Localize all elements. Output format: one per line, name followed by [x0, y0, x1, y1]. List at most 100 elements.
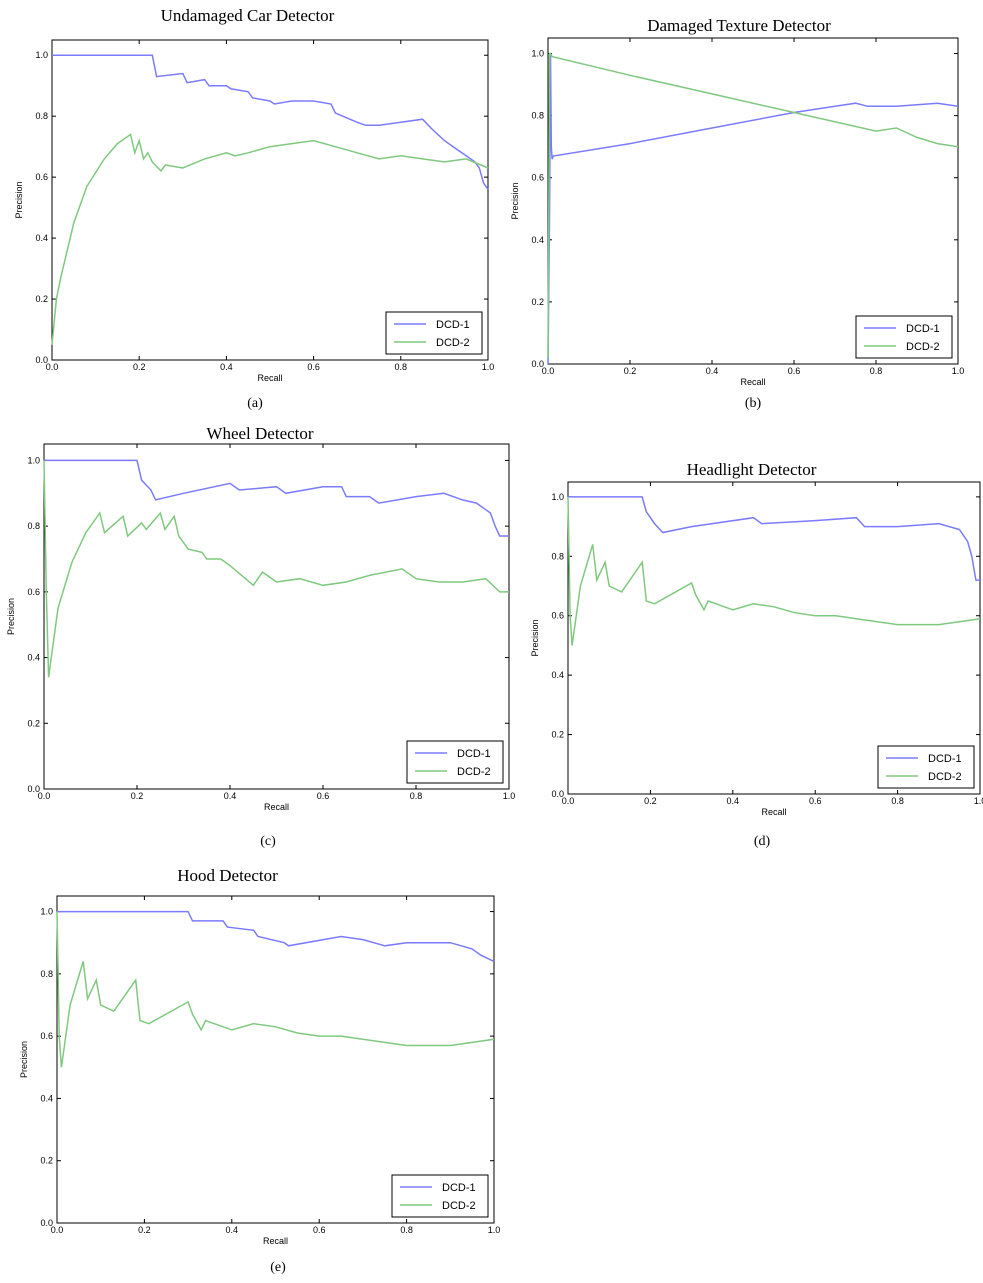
- figure-caption: (b): [744, 396, 762, 411]
- chart-svg: 0.0 0.2 0.4 0.6 0.8 1.0 0.0 0.2 0.4 0.6 0.8 1.0 Reca…: [6, 443, 516, 812]
- plot-frame: [547, 37, 959, 365]
- x-tick-label: 0.6: [307, 362, 320, 372]
- y-tick-label: 0.8: [531, 111, 544, 121]
- y-tick-label: 1.0: [551, 492, 564, 502]
- x-tick-label: 1.0: [503, 791, 516, 801]
- y-tick-label: 0.8: [551, 551, 564, 561]
- series-line-dcd-1: [547, 53, 959, 365]
- y-axis-label: Precision: [14, 181, 24, 218]
- y-axis-label: Precision: [6, 598, 16, 635]
- y-tick-label: 1.0: [40, 907, 53, 917]
- y-tick-label: 0.6: [40, 1031, 53, 1041]
- y-axis-label: Precision: [530, 619, 540, 656]
- legend-label: DCD-2: [928, 771, 962, 783]
- legend-label: DCD-1: [457, 748, 491, 760]
- chart-svg: 0.0 0.2 0.4 0.6 0.8 1.0 0.0 0.2 0.4 0.6 0.8 1.0 Reca…: [510, 37, 965, 387]
- legend-box: [406, 740, 504, 784]
- legend-label: DCD-1: [906, 323, 940, 335]
- x-tick-label: 0.8: [410, 791, 423, 801]
- y-tick-label: 0.2: [27, 718, 40, 728]
- y-tick-label: 0.4: [531, 235, 544, 245]
- y-tick-label: 0.6: [531, 173, 544, 183]
- panel-c: Wheel Detector 0.0 0.2 0.4 0.6 0.8 1.0 0.0 0.2 0…: [0, 420, 520, 852]
- y-tick-label: 0.2: [531, 297, 544, 307]
- y-tick-label: 0.8: [35, 111, 48, 121]
- figure-caption: (e): [270, 1260, 286, 1275]
- legend-label: DCD-2: [457, 766, 491, 778]
- legend-label: DCD-1: [928, 753, 962, 765]
- series-line-dcd-2: [547, 52, 959, 358]
- panel-b: Damaged Texture Detector 0.0 0.2 0.4 0.6 0.8…: [495, 0, 983, 420]
- y-tick-label: 0.6: [27, 587, 40, 597]
- x-tick-label: 0.6: [788, 366, 801, 376]
- chart-title: Wheel Detector: [206, 424, 314, 443]
- x-tick-label: 0.6: [809, 796, 822, 806]
- x-tick-label: 0.4: [706, 366, 719, 376]
- x-tick-label: 0.2: [138, 1225, 151, 1235]
- x-tick-label: 0.2: [624, 366, 637, 376]
- figure-caption: (a): [247, 396, 263, 411]
- y-tick-label: 0.2: [35, 294, 48, 304]
- x-tick-label: 0.8: [400, 1225, 413, 1235]
- legend-box: [855, 315, 953, 359]
- y-tick-label: 0.0: [40, 1218, 53, 1228]
- x-tick-label: 1.0: [482, 362, 495, 372]
- y-tick-label: 0.6: [35, 172, 48, 182]
- series-line-dcd-2: [43, 460, 509, 678]
- y-tick-label: 0.8: [40, 969, 53, 979]
- figure-caption: (d): [753, 834, 771, 849]
- y-tick-label: 0.4: [35, 233, 48, 243]
- x-axis-label: Recall: [761, 807, 786, 817]
- x-tick-label: 1.0: [952, 366, 965, 376]
- y-tick-label: 0.6: [551, 611, 564, 621]
- plot-frame: [51, 39, 489, 361]
- series-line-dcd-2: [567, 496, 981, 646]
- legend-box: [877, 745, 975, 789]
- plot-frame: [567, 481, 981, 795]
- y-tick-label: 0.0: [27, 784, 40, 794]
- y-tick-label: 0.2: [40, 1156, 53, 1166]
- x-tick-label: 0.6: [313, 1225, 326, 1235]
- panel-a: Undamaged Car Detector 0.0 0.2 0.4 0.6 0.8 1.…: [0, 0, 495, 420]
- x-tick-label: 0.8: [891, 796, 904, 806]
- x-tick-label: 1.0: [488, 1225, 501, 1235]
- x-tick-label: 0.4: [727, 796, 740, 806]
- legend-label: DCD-2: [906, 341, 940, 353]
- x-tick-label: 0.2: [131, 791, 144, 801]
- y-tick-label: 0.0: [551, 789, 564, 799]
- legend-label: DCD-1: [436, 319, 470, 331]
- legend-label: DCD-2: [436, 337, 470, 349]
- x-tick-label: 0.0: [38, 791, 51, 801]
- legend-box: [391, 1174, 489, 1218]
- y-axis-label: Precision: [19, 1041, 29, 1078]
- x-tick-label: 0.6: [317, 791, 330, 801]
- plot-frame: [43, 443, 510, 790]
- chart-title: Damaged Texture Detector: [647, 16, 831, 35]
- series-line-dcd-2: [56, 911, 495, 1068]
- legend-label: DCD-2: [442, 1200, 476, 1212]
- series-line-dcd-1: [52, 54, 489, 190]
- x-tick-label: 0.0: [51, 1225, 64, 1235]
- x-tick-label: 0.8: [870, 366, 883, 376]
- y-tick-label: 0.4: [27, 653, 40, 663]
- x-axis-label: Recall: [740, 377, 765, 387]
- y-axis-label: Precision: [510, 182, 520, 219]
- x-axis-label: Recall: [263, 1236, 288, 1246]
- chart-svg: 0.0 0.2 0.4 0.6 0.8 1.0 0.0 0.2 0.4 0.6 0.8 1.0 Reca…: [14, 39, 495, 383]
- y-tick-label: 0.0: [531, 359, 544, 369]
- panel-d: Headlight Detector 0.00.20.40.60.81.00.0…: [520, 420, 983, 852]
- x-tick-label: 0.4: [226, 1225, 239, 1235]
- x-tick-label: 0.8: [395, 362, 408, 372]
- y-tick-label: 0.4: [40, 1093, 53, 1103]
- y-tick-label: 0.0: [35, 355, 48, 365]
- x-axis-label: Recall: [264, 802, 289, 812]
- plot-frame: [56, 895, 495, 1224]
- panel-e: Hood Detector 0.0 0.2 0.4 0.6 0.8 1.0 0.0 0.2 0.…: [0, 852, 520, 1283]
- x-tick-label: 0.0: [562, 796, 575, 806]
- y-tick-label: 0.8: [27, 521, 40, 531]
- x-tick-label: 0.4: [224, 791, 237, 801]
- x-tick-label: 0.2: [133, 362, 146, 372]
- legend-box: [385, 311, 483, 355]
- x-tick-label: 0.2: [644, 796, 657, 806]
- y-tick-label: 0.2: [551, 730, 564, 740]
